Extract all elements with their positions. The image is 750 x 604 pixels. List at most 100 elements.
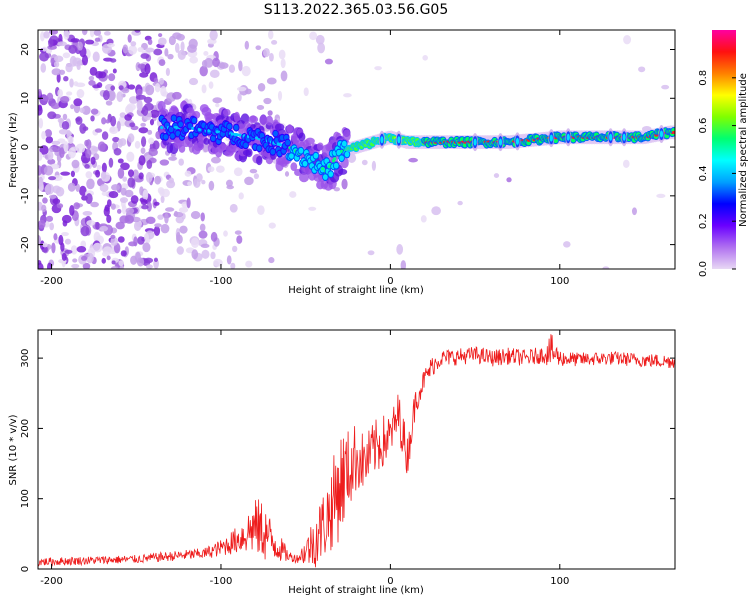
spectrogram-noise-cell bbox=[97, 141, 106, 152]
spectrogram-noise-cell bbox=[256, 104, 265, 110]
spectrogram-signal-core bbox=[215, 130, 219, 134]
spectrogram-noise-cell bbox=[315, 34, 325, 45]
spectrogram-signal-bump bbox=[549, 134, 553, 142]
spectrogram-noise-cell bbox=[159, 159, 170, 166]
spectrogram-noise-cell bbox=[154, 223, 162, 228]
spectrogram-signal-bump bbox=[515, 137, 520, 145]
spectrogram-noise-cell bbox=[76, 89, 85, 99]
spectrogram-noise-cell bbox=[58, 128, 69, 135]
spectrogram-noise-cell bbox=[122, 44, 129, 54]
spectrogram-signal-halo bbox=[256, 155, 263, 166]
spectrogram-noise-cell bbox=[189, 56, 199, 64]
spectrogram-noise-cell bbox=[158, 37, 167, 46]
spectrogram-noise-cell bbox=[171, 91, 182, 100]
spectrogram-signal-halo bbox=[222, 108, 231, 117]
spectrogram-noise-cell bbox=[48, 38, 54, 48]
spectrogram-noise-cell bbox=[184, 170, 192, 177]
spectrogram-noise-cell bbox=[90, 201, 99, 208]
spectrogram-noise-cell bbox=[105, 100, 113, 106]
spectrogram-noise-cell bbox=[38, 219, 46, 229]
spectrogram-noise-cell bbox=[164, 212, 169, 224]
spectrogram-y-tick-label: 20 bbox=[20, 43, 31, 56]
spectrogram-noise-cell bbox=[38, 262, 44, 269]
spectrogram-noise-cell bbox=[101, 191, 109, 196]
spectrogram-noise-cell bbox=[118, 260, 124, 267]
spectrogram-noise-cell bbox=[165, 67, 170, 77]
spectrogram-noise-cell bbox=[41, 130, 46, 140]
spectrogram-noise-cell bbox=[148, 148, 158, 157]
spectrogram-noise-cell bbox=[101, 117, 107, 125]
spectrogram-noise-cell bbox=[102, 246, 113, 255]
spectrogram-noise-cell bbox=[144, 102, 154, 111]
spectrogram-signal-bump bbox=[498, 138, 503, 146]
spectrogram-x-tick-label: 100 bbox=[550, 276, 569, 287]
spectrogram-noise-cell bbox=[145, 216, 156, 225]
spectrogram-noise-cell bbox=[80, 255, 88, 261]
spectrogram-noise-cell bbox=[153, 201, 160, 206]
spectrogram-noise-cell bbox=[53, 55, 64, 63]
spectrogram-signal-core bbox=[174, 125, 179, 130]
spectrogram-noise-cell bbox=[67, 135, 74, 144]
spectrogram-noise-cell bbox=[146, 159, 153, 169]
spectrogram-noise-cell bbox=[51, 140, 61, 146]
spectrogram-noise-cell bbox=[142, 189, 149, 201]
spectrogram-noise-cell bbox=[70, 38, 80, 43]
spectrogram-noise-cell bbox=[138, 127, 149, 134]
spectrogram-noise-cell bbox=[149, 109, 160, 118]
spectrogram-noise-cell bbox=[341, 178, 348, 190]
spectrogram-noise-cell bbox=[371, 160, 377, 171]
spectrogram-noise-cell bbox=[52, 175, 63, 181]
spectrogram-noise-cell bbox=[241, 65, 251, 77]
spectrogram-signal-mid bbox=[553, 138, 559, 144]
spectrogram-noise-cell bbox=[84, 139, 89, 147]
spectrogram-signal-mid bbox=[339, 155, 344, 161]
spectrogram-noise-cell bbox=[602, 266, 610, 269]
spectrogram-noise-cell bbox=[76, 246, 87, 253]
spectrogram-signal-mid bbox=[233, 124, 239, 131]
spectrogram-noise-cell bbox=[127, 177, 135, 188]
spectrogram-noise-cell bbox=[64, 238, 72, 245]
spectrogram-signal-mid bbox=[298, 147, 304, 154]
spectrogram-noise-cell bbox=[116, 208, 122, 214]
spectrogram-noise-cell bbox=[127, 84, 136, 90]
spectrogram-noise-cell bbox=[39, 145, 49, 155]
spectrogram-y-tick-label: 0 bbox=[20, 144, 31, 150]
spectrogram-noise-cell bbox=[107, 43, 115, 48]
spectrogram-noise-cell bbox=[176, 246, 184, 255]
spectrogram-noise-cell bbox=[147, 39, 153, 46]
spectrogram-noise-cell bbox=[112, 68, 117, 74]
spectrogram-noise-cell bbox=[457, 200, 463, 206]
spectrogram-noise-cell bbox=[96, 82, 103, 89]
spectrogram-noise-cell bbox=[191, 249, 199, 260]
spectrogram-noise-cell bbox=[65, 63, 73, 73]
spectrogram-noise-cell bbox=[215, 102, 220, 108]
spectrogram-signal-mid bbox=[168, 126, 174, 133]
spectrogram-noise-cell bbox=[179, 225, 188, 234]
spectrogram-noise-cell bbox=[145, 264, 153, 269]
spectrogram-noise-cell bbox=[62, 220, 68, 227]
spectrogram-noise-cell bbox=[158, 33, 163, 38]
spectrogram-signal-mid bbox=[170, 133, 175, 139]
spectrogram-signal-halo bbox=[265, 115, 274, 126]
spectrogram-noise-cell bbox=[308, 206, 317, 211]
spectrogram-x-tick-label: -200 bbox=[40, 276, 63, 287]
spectrogram-noise-cell bbox=[43, 165, 54, 176]
spectrogram-noise-cell bbox=[75, 143, 86, 154]
spectrogram-noise-cell bbox=[257, 205, 265, 216]
spectrogram-noise-cell bbox=[88, 80, 96, 86]
colorbar-tick-label: 0.0 bbox=[698, 261, 709, 277]
spectrogram-noise-cell bbox=[226, 185, 234, 190]
spectrogram-noise-cell bbox=[142, 242, 151, 253]
spectrogram-noise-cell bbox=[70, 104, 75, 110]
spectrogram-noise-cell bbox=[86, 220, 96, 226]
spectrogram-noise-cell bbox=[61, 120, 70, 130]
spectrogram-noise-cell bbox=[201, 84, 207, 94]
spectrogram-noise-cell bbox=[154, 175, 162, 185]
spectrogram-noise-cell bbox=[121, 204, 127, 215]
spectrogram-noise-cell bbox=[71, 263, 80, 269]
snr-x-tick-label: 0 bbox=[387, 576, 393, 587]
spectrogram-noise-cell bbox=[257, 82, 266, 92]
spectrogram-y-tick-label: -20 bbox=[20, 236, 31, 252]
spectrogram-noise-cell bbox=[60, 95, 70, 104]
